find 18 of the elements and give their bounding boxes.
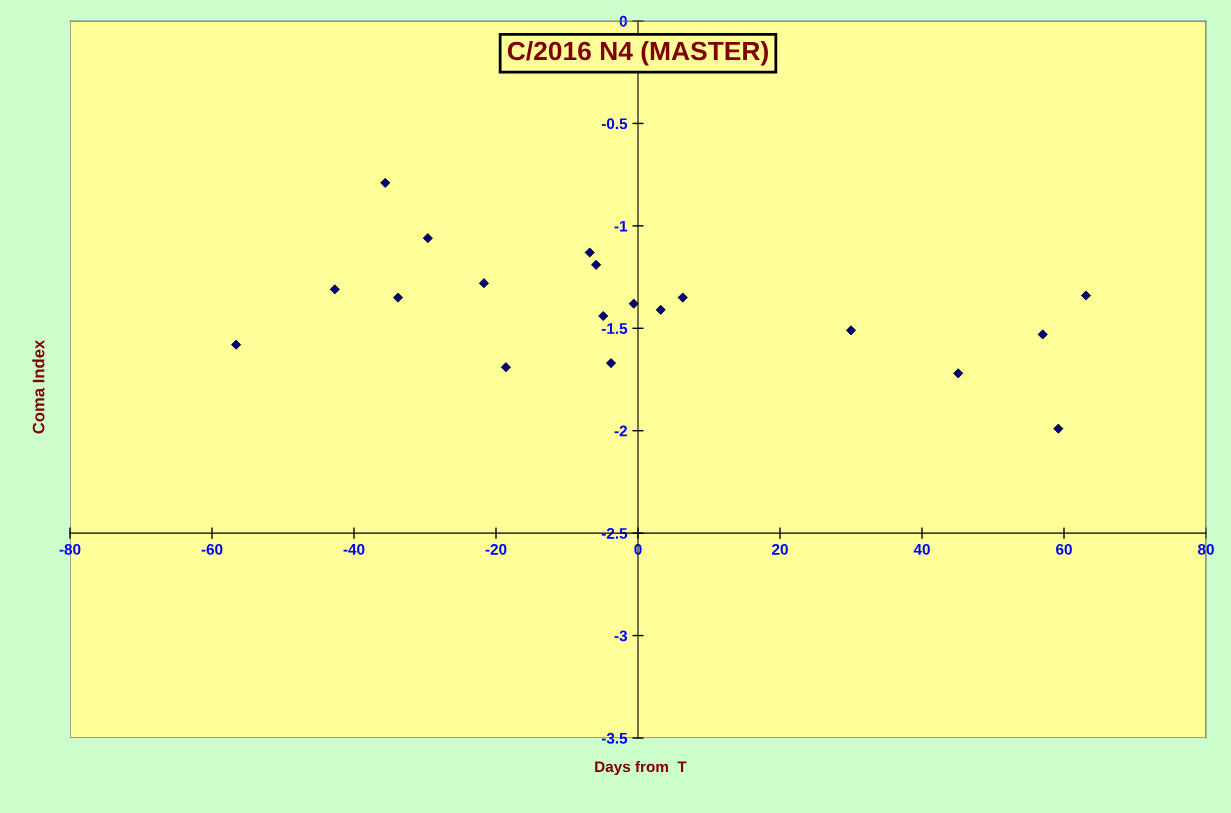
y-tick-label: -3 <box>614 630 628 642</box>
y-tick-label: -2 <box>614 425 627 437</box>
x-tick-label: -20 <box>485 543 507 555</box>
x-tick-label: -80 <box>59 543 81 555</box>
y-tick-label: -1 <box>614 220 628 232</box>
x-tick-label: 80 <box>1197 543 1214 555</box>
x-tick-label: -60 <box>201 543 223 555</box>
y-tick-label: -1.5 <box>601 323 628 334</box>
y-tick-label: -0.5 <box>601 118 628 130</box>
x-tick-label: 20 <box>772 543 788 555</box>
x-axis-title: Days from T <box>595 760 687 776</box>
x-tick-label: 40 <box>913 543 930 555</box>
y-axis-title: Coma Index <box>32 339 45 434</box>
y-tick-label: 0 <box>619 15 627 27</box>
x-tick-label: -40 <box>343 543 365 555</box>
text: C/2016 N4 (MASTER) <box>507 40 768 66</box>
x-tick-label: 60 <box>1056 543 1072 555</box>
y-tick-label: -3.5 <box>601 732 628 744</box>
